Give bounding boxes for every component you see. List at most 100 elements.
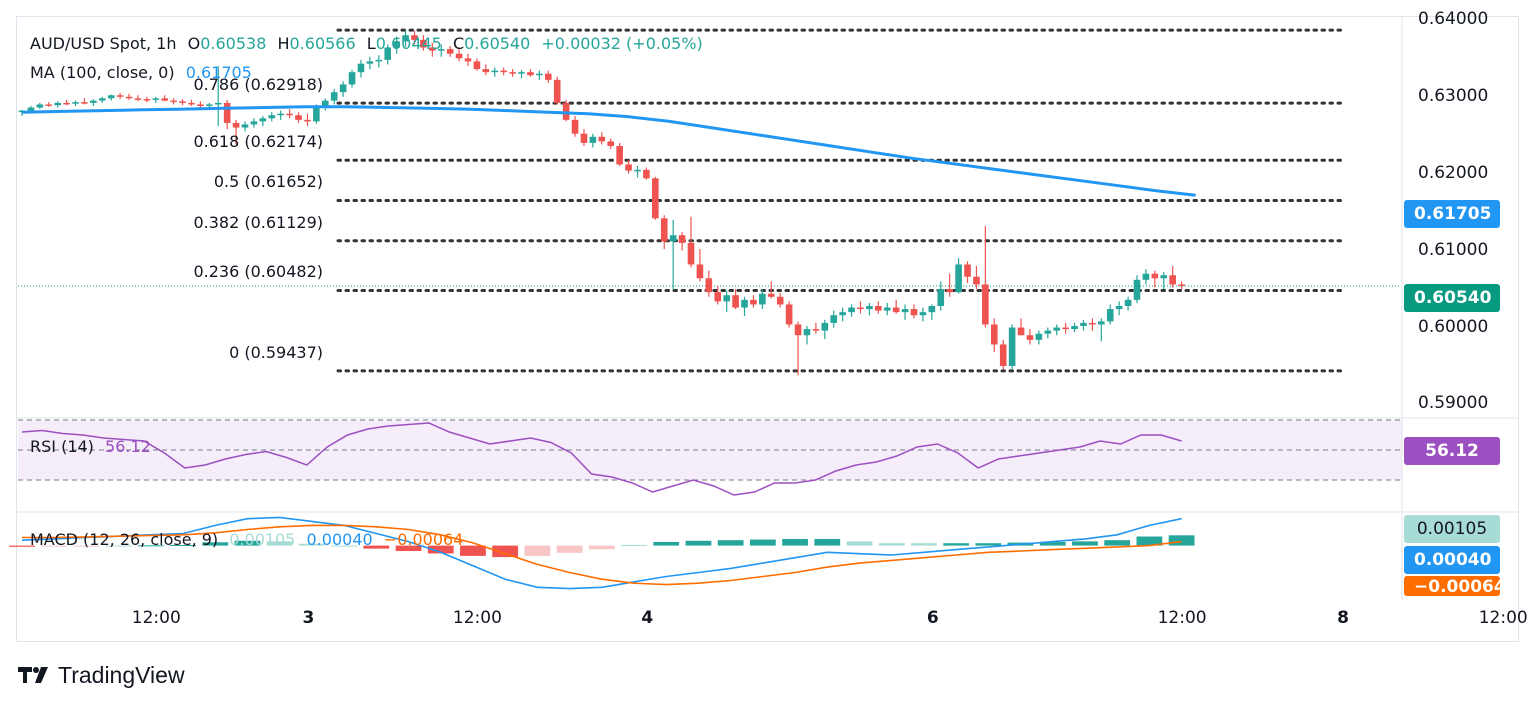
- candle-body: [732, 295, 739, 308]
- brand-name[interactable]: TradingView: [58, 661, 185, 688]
- macd-histogram-bar: [524, 545, 551, 556]
- macd-histogram-bar: [846, 541, 873, 546]
- candle: [527, 69, 534, 77]
- rsi-label[interactable]: RSI (14): [30, 437, 94, 456]
- candle: [848, 304, 855, 317]
- macd-histogram-bar: [170, 544, 196, 546]
- symbol-label[interactable]: AUD/USD Spot, 1h: [30, 34, 177, 53]
- macd-histogram-bar: [492, 545, 519, 558]
- ma-label[interactable]: MA (100, close, 0): [30, 63, 175, 82]
- candle-body: [919, 312, 927, 316]
- macd-label[interactable]: MACD (12, 26, close, 9): [30, 530, 219, 549]
- fib-label-2: 0.618 (0.62174): [193, 132, 323, 152]
- candle-body: [402, 35, 409, 42]
- candle-body: [527, 72, 534, 76]
- candle-body: [1008, 327, 1016, 366]
- footer: TradingView: [18, 660, 185, 690]
- ma-value: 0.61705: [185, 63, 252, 82]
- candle: [901, 304, 909, 320]
- candle: [687, 216, 695, 268]
- time-tick-label: 12:00: [1478, 608, 1528, 628]
- candle-body: [1089, 322, 1096, 325]
- candle-body: [241, 124, 249, 128]
- price-tick-label: 0.60000: [1418, 316, 1489, 337]
- candle-body: [482, 69, 490, 73]
- macd-histogram-bar: [363, 545, 390, 549]
- candle-body: [901, 309, 909, 313]
- candle-body: [857, 307, 864, 310]
- fib-levels: [18, 28, 1400, 373]
- candle-body: [1026, 335, 1034, 340]
- candle: [955, 258, 962, 294]
- candle: [143, 96, 151, 103]
- candle: [330, 89, 338, 105]
- candle: [152, 96, 160, 103]
- candle-body: [892, 307, 900, 313]
- candle-body: [678, 235, 686, 243]
- candle: [63, 99, 70, 106]
- candle: [589, 133, 597, 148]
- candle-body: [304, 119, 311, 122]
- candle: [723, 290, 730, 313]
- macd-histogram-bar: [41, 545, 68, 547]
- macd-histogram-bar: [9, 545, 35, 547]
- candle-body: [955, 264, 962, 293]
- open-value: 0.60538: [200, 34, 267, 53]
- candle: [616, 142, 623, 166]
- candle-body: [1142, 273, 1150, 280]
- candle-body: [553, 79, 561, 103]
- candle-body: [875, 306, 882, 311]
- candle-body: [536, 73, 543, 76]
- macd-histogram-bar: [975, 543, 1002, 546]
- candle-body: [937, 289, 945, 306]
- macd-histogram-bar: [653, 541, 680, 546]
- chart-frame: [16, 16, 1519, 642]
- candle-body: [1044, 330, 1052, 334]
- candle: [72, 100, 79, 106]
- time-tick-label: 4: [641, 608, 654, 628]
- candle: [295, 112, 302, 123]
- candle: [892, 299, 900, 314]
- candle: [812, 322, 820, 334]
- candle-body: [45, 104, 53, 106]
- time-tick-label: 3: [302, 608, 315, 628]
- candle: [259, 116, 267, 126]
- candle-body: [321, 100, 329, 106]
- fib-label-4: 0.382 (0.61129): [193, 212, 323, 232]
- macd-histogram-bar: [137, 545, 164, 547]
- candle: [170, 98, 177, 105]
- candle: [1053, 324, 1061, 336]
- candle-body: [1133, 279, 1141, 300]
- candle: [125, 93, 133, 100]
- candle: [304, 113, 311, 126]
- candle: [1017, 318, 1025, 336]
- candle: [750, 295, 757, 308]
- candle-body: [72, 102, 79, 104]
- candle: [1169, 266, 1176, 288]
- candle: [580, 129, 588, 146]
- candle-body: [643, 169, 650, 179]
- candles: [18, 30, 1185, 376]
- candle-body: [910, 309, 918, 316]
- candle: [197, 101, 204, 108]
- candle-body: [161, 98, 169, 101]
- candle: [875, 301, 882, 314]
- candle: [1071, 322, 1078, 333]
- candle-body: [1053, 327, 1061, 331]
- candle: [45, 102, 53, 107]
- macd-histogram-bar: [427, 545, 454, 554]
- candle-body: [197, 104, 204, 106]
- candle-body: [232, 122, 240, 128]
- candle: [1089, 318, 1096, 331]
- candle-body: [429, 47, 436, 51]
- candle-body: [437, 49, 445, 51]
- candle-body: [1098, 321, 1105, 325]
- candle-body: [812, 329, 820, 331]
- macd-histogram-bar: [1168, 535, 1195, 546]
- candle: [1133, 275, 1141, 303]
- candle-body: [1106, 309, 1114, 322]
- macd-histogram-bar: [1072, 541, 1098, 546]
- macd-histogram-bar: [717, 540, 744, 546]
- candle: [161, 95, 169, 102]
